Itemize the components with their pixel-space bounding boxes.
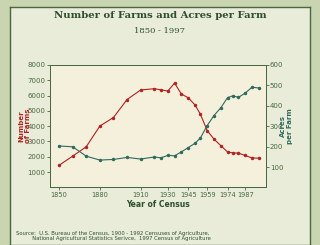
- Text: Source:  U.S. Bureau of the Census, 1900 - 1992 Censuses of Agriculture,
       : Source: U.S. Bureau of the Census, 1900 …: [16, 231, 211, 241]
- Text: Number of Farms and Acres per Farm: Number of Farms and Acres per Farm: [54, 12, 266, 20]
- X-axis label: Year of Census: Year of Census: [126, 200, 189, 209]
- Y-axis label: Number
of Farms: Number of Farms: [18, 109, 31, 143]
- Y-axis label: Acres
per Farm: Acres per Farm: [280, 108, 292, 144]
- Text: 1850 - 1997: 1850 - 1997: [134, 27, 186, 35]
